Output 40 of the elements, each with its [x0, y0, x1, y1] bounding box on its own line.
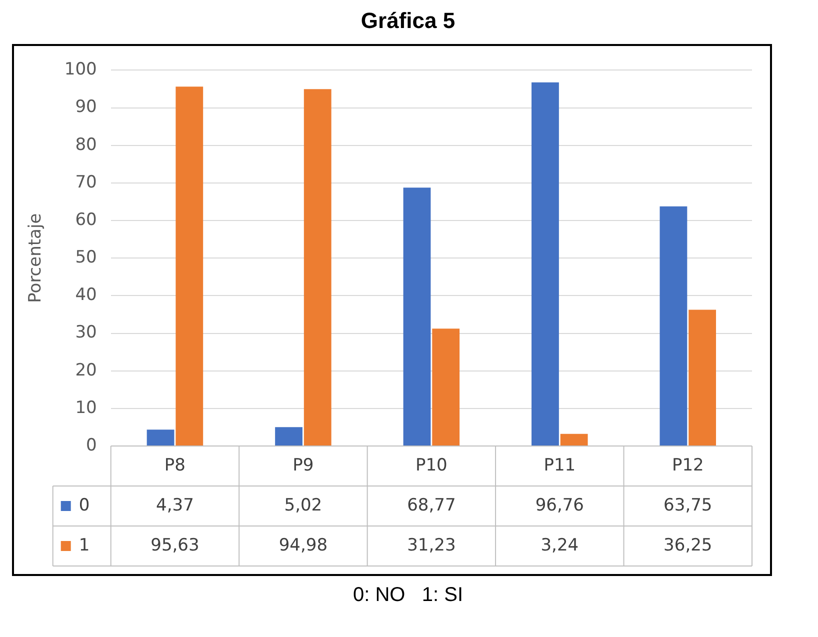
y-tick-label: 100	[64, 60, 97, 80]
y-tick-label: 0	[86, 435, 97, 456]
x-tick-label: P11	[544, 455, 576, 476]
bar	[432, 328, 460, 446]
bar	[660, 206, 688, 446]
y-tick-label: 10	[75, 398, 97, 418]
data-label: 96,76	[535, 495, 584, 516]
chart-title: Gráfica 5	[360, 8, 456, 34]
data-label: 5,02	[284, 495, 322, 516]
x-tick-label: P10	[415, 455, 448, 476]
y-tick-label: 70	[75, 172, 97, 192]
bar	[403, 188, 431, 446]
legend-label: 1	[78, 535, 90, 556]
y-tick-label: 30	[75, 322, 97, 343]
y-tick-label: 90	[75, 97, 97, 118]
y-axis-title: Porcentaje	[26, 213, 46, 303]
data-label: 36,25	[664, 535, 712, 556]
bar	[146, 430, 174, 446]
bar	[176, 86, 204, 446]
y-tick-label: 80	[75, 134, 97, 155]
data-label: 4,37	[156, 495, 194, 516]
x-tick-label: P8	[164, 455, 186, 476]
text: 0: NO 1: SI	[352, 584, 464, 607]
bar	[532, 82, 559, 446]
data-label: 63,75	[664, 495, 712, 516]
data-label: 68,77	[407, 495, 456, 516]
y-tick-label: 20	[75, 360, 97, 380]
bar	[560, 434, 588, 446]
data-label: 95,63	[150, 535, 200, 556]
bar	[304, 89, 332, 446]
x-tick-label: P12	[672, 455, 704, 476]
y-tick-label: 50	[75, 248, 97, 268]
y-tick-label: 60	[75, 210, 97, 230]
bar	[688, 310, 716, 446]
bar	[275, 427, 302, 446]
y-tick-label: 40	[75, 285, 97, 306]
data-label: 3,24	[540, 535, 579, 556]
data-label: 31,23	[407, 535, 456, 556]
data-label: 94,98	[278, 535, 328, 556]
x-tick-label: P9	[292, 455, 314, 476]
